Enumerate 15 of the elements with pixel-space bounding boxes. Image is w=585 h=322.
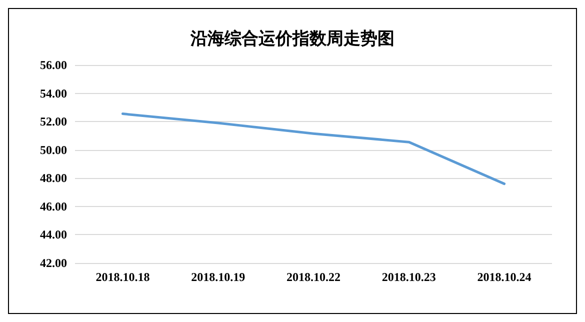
y-tick-label: 46.00	[40, 199, 67, 214]
y-tick-label: 56.00	[40, 58, 67, 72]
y-tick-label: 44.00	[40, 228, 67, 242]
x-tick-label: 2018.10.18	[96, 270, 150, 284]
y-tick-label: 48.00	[40, 171, 67, 186]
y-tick-label: 42.00	[40, 256, 67, 270]
y-tick-label: 52.00	[40, 114, 67, 129]
x-tick-label: 2018.10.24	[477, 270, 532, 284]
x-tick-label: 2018.10.22	[286, 270, 340, 284]
y-tick-label: 54.00	[40, 86, 67, 100]
chart-title: 沿海综合运价指数周走势图	[190, 29, 394, 48]
line-series	[121, 112, 506, 186]
y-tick-label: 50.00	[40, 142, 67, 157]
x-tick-label: 2018.10.19	[191, 270, 246, 284]
x-tick-label: 2018.10.23	[382, 270, 436, 284]
